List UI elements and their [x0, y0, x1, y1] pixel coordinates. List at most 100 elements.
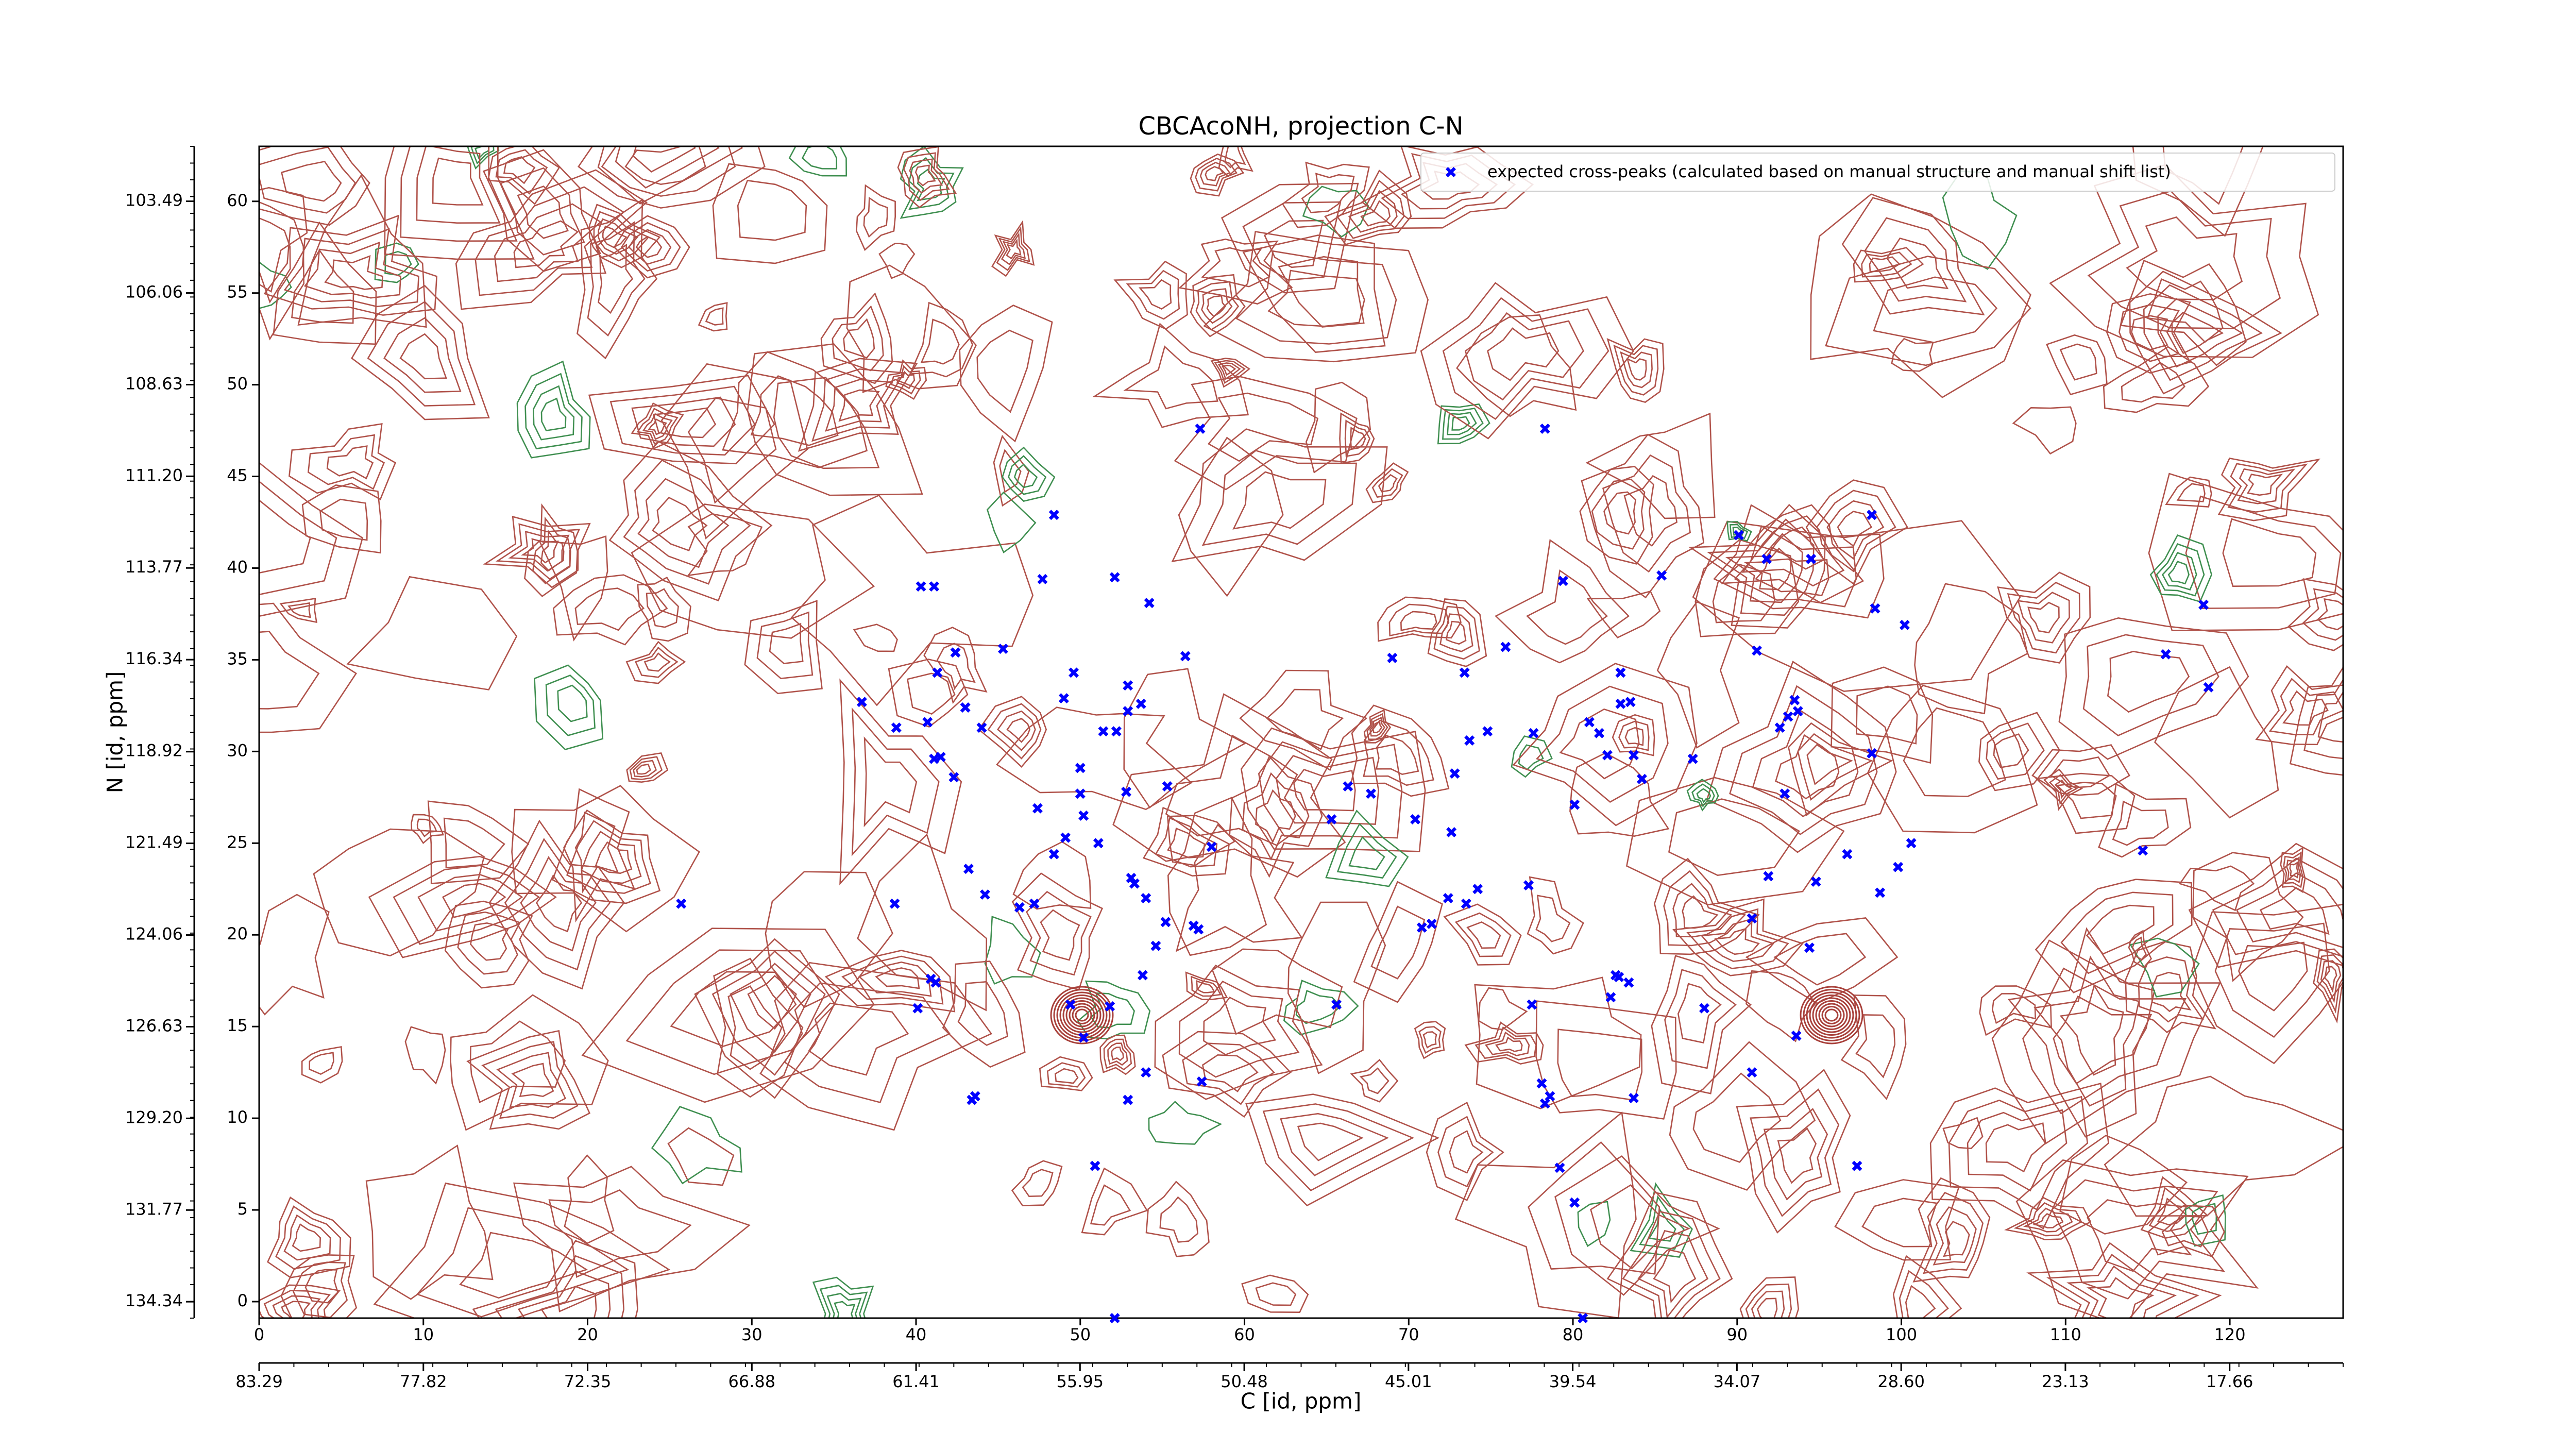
contour-line: [1263, 220, 1324, 268]
contour-line: [1692, 520, 2021, 692]
scatter-point: [929, 753, 940, 764]
contour-line: [2112, 800, 2169, 846]
contour-line: [1745, 917, 1899, 1004]
contour-line: [574, 587, 645, 631]
contour-line: [620, 222, 681, 272]
contour-line: [516, 360, 591, 459]
contour-line: [632, 146, 696, 173]
contour-line: [722, 351, 868, 468]
contour-line: [301, 1046, 343, 1084]
contour-line: [417, 873, 523, 932]
contour-line: [1182, 1042, 1275, 1105]
contour-line: [1195, 281, 1240, 331]
contour-line: [1111, 1046, 1124, 1062]
scatter-point: [1747, 1067, 1757, 1078]
x2-tick-label: 50.48: [1221, 1372, 1268, 1391]
scatter-point: [676, 898, 687, 909]
contour-line: [613, 215, 690, 279]
contour-line: [1451, 416, 1470, 431]
scatter-point: [1482, 726, 1493, 737]
contour-line: [1912, 1177, 1991, 1283]
contour-line: [1855, 685, 1918, 745]
contour-line: [824, 950, 956, 1013]
contour-line: [1986, 722, 2045, 780]
contour-line: [1026, 890, 1092, 976]
contour-line: [384, 146, 535, 260]
contour-line: [608, 441, 773, 602]
contour-line: [1190, 274, 1246, 338]
scatter-point: [1870, 603, 1880, 614]
contour-line: [744, 600, 823, 695]
contour-line: [1729, 685, 1878, 835]
contour-peak: [1050, 986, 1114, 1044]
scatter-point: [1536, 1078, 1547, 1089]
scatter-point: [1365, 788, 1376, 799]
contour-line: [1914, 583, 2028, 715]
contour-line: [1903, 707, 2006, 797]
scatter-point: [935, 752, 946, 763]
contour-line: [1826, 500, 1885, 560]
contour-line: [1255, 789, 1296, 844]
contour-line: [1414, 1021, 1446, 1059]
contour-line: [1979, 985, 2052, 1036]
contour-line: [1418, 1026, 1442, 1054]
scatter-point: [1628, 1092, 1639, 1103]
contour-line: [2167, 561, 2190, 585]
contour-line: [1696, 788, 1711, 804]
x2-tick-label: 77.82: [400, 1372, 447, 1391]
contour-line: [737, 179, 807, 241]
contour-line: [1437, 1116, 1494, 1188]
scatter-point: [1752, 645, 1762, 656]
contour-line: [2140, 1176, 2208, 1239]
y2-tick-label: 129.20: [125, 1107, 183, 1127]
contour-line: [2227, 463, 2308, 513]
contour-line: [1336, 179, 1405, 239]
contour-line: [2059, 1135, 2188, 1235]
contour-line: [313, 828, 485, 957]
scatter-point: [1109, 572, 1120, 583]
contour-peak: [1056, 991, 1108, 1039]
contour-line: [1013, 463, 1038, 488]
contour-line: [1942, 1117, 1984, 1150]
x-tick-label: 110: [2050, 1325, 2081, 1344]
contour-line: [1178, 980, 1300, 1078]
scatter-point: [891, 722, 902, 733]
contour-line: [1142, 806, 1230, 877]
x-tick-label: 90: [1726, 1325, 1748, 1344]
contour-line: [1692, 1072, 1782, 1163]
x2-tick-label: 83.29: [235, 1372, 283, 1391]
contour-line: [1339, 412, 1375, 464]
contour-line: [1948, 1096, 2089, 1211]
contour-line: [1475, 1026, 1537, 1060]
contour-line: [601, 146, 736, 197]
contour-line: [1663, 870, 1747, 947]
contour-line: [667, 1127, 735, 1186]
scatter-point: [1774, 722, 1785, 733]
contour-line: [1486, 327, 1560, 381]
contour-line: [2120, 259, 2247, 366]
contour-line: [1012, 841, 1092, 910]
scatter-point: [1048, 510, 1059, 520]
contour-line: [1221, 182, 1359, 294]
contour-line: [750, 375, 839, 446]
scatter-point: [2160, 649, 2171, 660]
contour-line: [1464, 1021, 1544, 1065]
contour-line: [259, 217, 291, 304]
scatter-point: [1763, 871, 1774, 882]
contour-line: [511, 1063, 554, 1098]
x-tick-label: 120: [2214, 1325, 2246, 1344]
contour-line: [521, 538, 559, 564]
contour-line: [259, 602, 358, 733]
contour-line: [564, 1154, 615, 1244]
contour-line: [900, 146, 964, 219]
scatter-point: [1539, 424, 1550, 434]
contour-line: [1377, 596, 1462, 642]
contour-line: [2317, 598, 2343, 631]
scatter-point: [1075, 788, 1086, 799]
contour-line: [2086, 1277, 2155, 1318]
contour-line: [652, 496, 708, 552]
contour-line: [551, 809, 661, 904]
scatter-point: [1605, 992, 1616, 1003]
contour-peak: [1069, 1003, 1095, 1027]
contour-line: [1752, 710, 1859, 818]
